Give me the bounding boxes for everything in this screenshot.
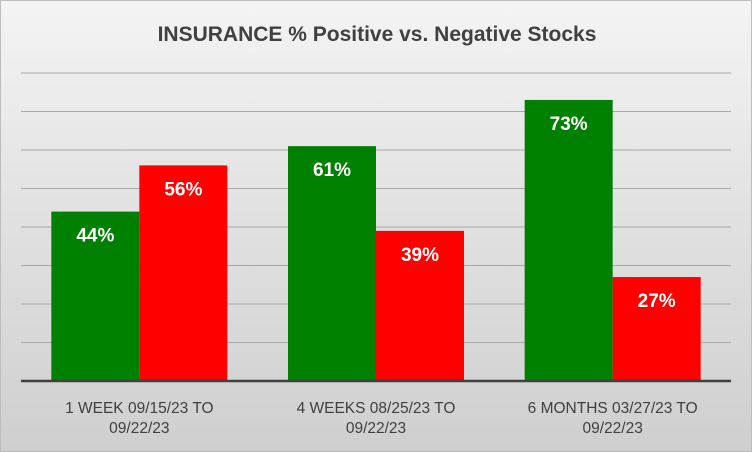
chart-title: INSURANCE % Positive vs. Negative Stocks xyxy=(158,23,597,46)
x-axis: 1 WEEK 09/15/23 TO 09/22/23 4 WEEKS 08/25/… xyxy=(21,379,731,437)
x-tick-label-2-line-2: 09/22/23 xyxy=(346,420,406,437)
x-tick-label-1-line-2: 09/22/23 xyxy=(109,420,169,437)
bar-positive-2 xyxy=(288,146,376,381)
x-tick-label-1-line-1: 1 WEEK 09/15/23 TO xyxy=(65,400,213,417)
data-label-positive-1: 44% xyxy=(76,226,114,247)
bar-positive-1 xyxy=(51,211,140,381)
data-label-negative-2: 39% xyxy=(401,245,439,266)
data-label-positive-3: 73% xyxy=(550,114,588,135)
x-tick-label-3-line-2: 09/22/23 xyxy=(582,420,642,437)
x-tick-label-3-line-1: 6 MONTHS 03/27/23 TO xyxy=(528,400,698,417)
bars: 44% 56% 61% 39% 73% 27% xyxy=(51,99,701,381)
data-label-negative-1: 56% xyxy=(164,179,202,200)
bar-negative-2 xyxy=(376,230,464,381)
bar-negative-1 xyxy=(139,165,228,381)
data-label-negative-3: 27% xyxy=(638,291,676,312)
x-tick-label-2-line-1: 4 WEEKS 08/25/23 TO xyxy=(297,400,456,417)
bar-positive-3 xyxy=(524,99,613,381)
data-label-positive-2: 61% xyxy=(313,160,351,181)
bar-negative-3 xyxy=(612,277,701,381)
